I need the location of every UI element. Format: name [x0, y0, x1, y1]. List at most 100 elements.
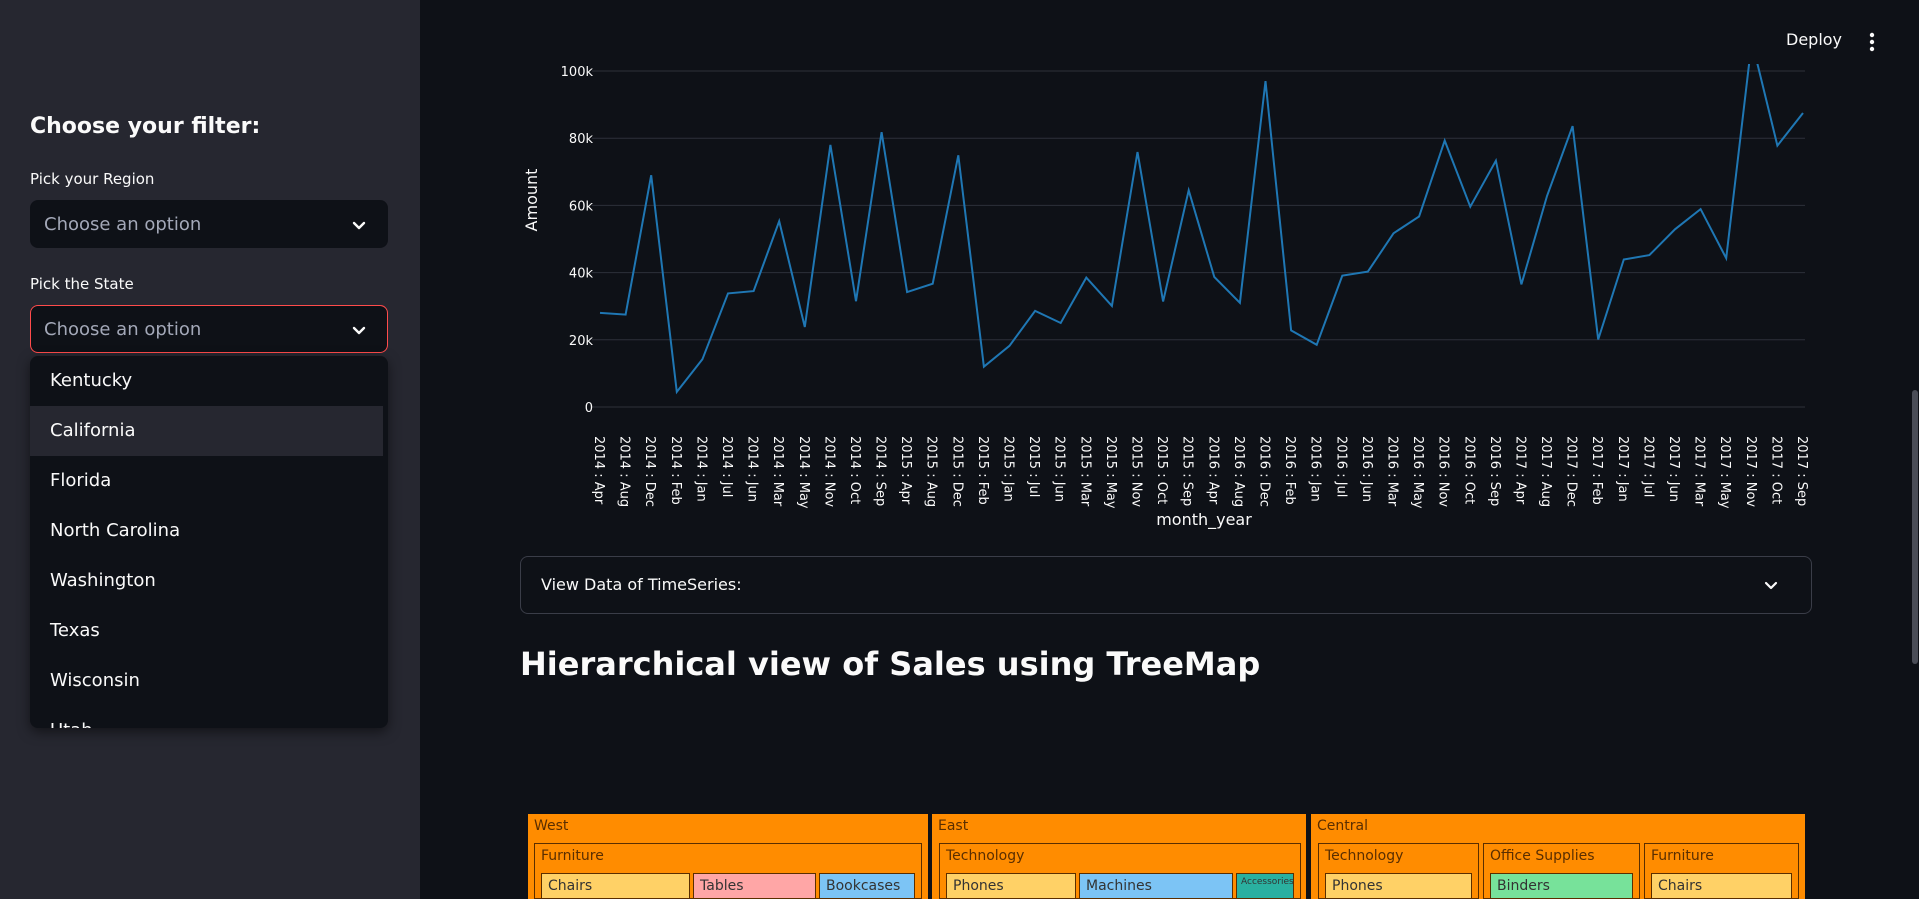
x-tick-label: 2017 : Sep: [1794, 436, 1809, 506]
y-tick-label: 40k: [569, 267, 594, 282]
chevron-down-icon[interactable]: [1761, 575, 1781, 595]
series-line: [599, 64, 1804, 395]
x-tick-label: 2016 : Aug: [1231, 436, 1246, 507]
treemap-category-label: Technology: [946, 848, 1025, 864]
section-title: Hierarchical view of Sales using TreeMap: [520, 645, 1261, 683]
x-tick-label: 2016 : Dec: [1256, 436, 1271, 507]
x-tick-label: 2015 : Jul: [1026, 436, 1041, 497]
state-option[interactable]: Kentucky: [50, 370, 133, 391]
x-tick-label: 2014 : Oct: [847, 436, 862, 504]
state-option[interactable]: North Carolina: [50, 520, 181, 541]
y-tick-label: 80k: [569, 132, 594, 147]
x-tick-label: 2017 : Oct: [1768, 436, 1783, 504]
treemap-region-label: Central: [1317, 818, 1368, 834]
treemap-leaf-label: Phones: [1332, 878, 1383, 894]
treemap-category-label: Furniture: [541, 848, 604, 864]
x-tick-label: 2017 : Jun: [1666, 436, 1681, 502]
x-tick-label: 2014 : Feb: [668, 436, 683, 505]
x-tick-label: 2017 : Mar: [1692, 436, 1707, 507]
sidebar: Choose your filter: Pick your Region Cho…: [0, 0, 420, 899]
state-placeholder: Choose an option: [44, 319, 202, 340]
x-tick-label: 2017 : Nov: [1743, 436, 1758, 507]
x-tick-label: 2016 : Jul: [1333, 436, 1348, 497]
x-tick-label: 2014 : May: [796, 436, 811, 509]
state-select[interactable]: Choose an option: [30, 305, 388, 353]
x-tick-label: 2016 : Oct: [1461, 436, 1476, 504]
x-tick-label: 2017 : Dec: [1564, 436, 1579, 507]
deploy-button[interactable]: Deploy: [1786, 30, 1843, 49]
chevron-down-icon[interactable]: [349, 320, 369, 340]
treemap-leaf[interactable]: Binders: [1490, 873, 1633, 899]
expander-label: View Data of TimeSeries:: [541, 575, 742, 594]
x-tick-label: 2015 : Jan: [1001, 436, 1016, 502]
x-tick-label: 2014 : Dec: [642, 436, 657, 507]
x-tick-label: 2017 : Jan: [1615, 436, 1630, 502]
treemap-leaf-label: Phones: [953, 878, 1004, 894]
x-tick-label: 2017 : Apr: [1512, 436, 1527, 505]
treemap-leaf[interactable]: Phones: [1325, 873, 1472, 899]
timeseries-line-chart: 0 20k 40k 60k 80k 100k 2014 : Apr 2014 : Aug 20…: [522, 64, 1809, 530]
treemap-leaf[interactable]: Tables: [693, 873, 816, 899]
x-tick-label: 2014 : Sep: [873, 436, 888, 506]
x-tick-label: 2014 : Nov: [821, 436, 836, 507]
x-tick-label: 2016 : Mar: [1384, 436, 1399, 507]
treemap-leaf[interactable]: Bookcases: [819, 873, 915, 899]
sidebar-title: Choose your filter:: [30, 114, 261, 139]
state-option[interactable]: Texas: [50, 620, 100, 641]
region-placeholder: Choose an option: [44, 214, 202, 235]
state-option[interactable]: Washington: [50, 570, 156, 591]
x-tick-label: 2015 : Jun: [1052, 436, 1067, 502]
x-tick-label: 2016 : Feb: [1282, 436, 1297, 505]
state-dropdown-list: Kentucky California Florida North Caroli…: [30, 356, 388, 728]
treemap-leaf[interactable]: Machines: [1079, 873, 1233, 899]
treemap-leaf[interactable]: Chairs: [1651, 873, 1792, 899]
x-tick-label: 2014 : Jan: [693, 436, 708, 502]
region-label: Pick your Region: [30, 170, 155, 188]
x-tick-label: 2015 : Nov: [1129, 436, 1144, 507]
x-tick-label: 2016 : Jun: [1359, 436, 1374, 502]
x-tick-label: 2014 : Apr: [591, 436, 606, 505]
x-tick-label: 2016 : May: [1410, 436, 1425, 509]
state-label: Pick the State: [30, 275, 134, 293]
x-tick-label: 2014 : Jun: [745, 436, 760, 502]
state-option[interactable]: Utah: [30, 706, 383, 728]
treemap-category-label: Technology: [1325, 848, 1404, 864]
state-option[interactable]: Wisconsin: [50, 670, 140, 691]
treemap-leaf-label: Chairs: [548, 878, 593, 894]
treemap-category-label: Furniture: [1651, 848, 1714, 864]
x-tick-label: 2016 : Nov: [1436, 436, 1451, 507]
treemap-leaf[interactable]: Chairs: [541, 873, 690, 899]
timeseries-data-expander[interactable]: View Data of TimeSeries:: [520, 556, 1812, 614]
chevron-down-icon[interactable]: [349, 215, 369, 235]
x-tick-label: 2016 : Sep: [1487, 436, 1502, 506]
x-tick-label: 2015 : Mar: [1077, 436, 1092, 507]
region-select[interactable]: Choose an option: [30, 200, 388, 248]
more-menu-icon[interactable]: [1862, 31, 1882, 53]
y-tick-label: 100k: [561, 65, 594, 80]
x-tick-label: 2015 : Dec: [949, 436, 964, 507]
y-tick-label: 20k: [569, 334, 594, 349]
treemap-leaf-label: Bookcases: [826, 878, 901, 894]
x-axis-label: month_year: [1156, 510, 1252, 530]
y-tick-label: 0: [585, 401, 593, 416]
x-tick-label: 2016 : Apr: [1205, 436, 1220, 505]
y-tick-label: 60k: [569, 199, 594, 214]
treemap-leaf-label: Binders: [1497, 878, 1550, 894]
x-tick-label: 2014 : Mar: [770, 436, 785, 507]
treemap-leaf-label: Chairs: [1658, 878, 1703, 894]
treemap-leaf-label: Accessories: [1241, 877, 1294, 887]
x-tick-label: 2017 : Jul: [1640, 436, 1655, 497]
state-option[interactable]: Florida: [50, 470, 112, 491]
state-option-highlighted[interactable]: California: [30, 406, 383, 456]
treemap-leaf[interactable]: Accessories: [1236, 873, 1294, 899]
x-tick-label: 2014 : Aug: [617, 436, 632, 507]
treemap-leaf[interactable]: Phones: [946, 873, 1076, 899]
treemap-leaf-label: Machines: [1086, 878, 1152, 894]
x-tick-label: 2015 : Sep: [1180, 436, 1195, 506]
x-tick-label: 2017 : Aug: [1538, 436, 1553, 507]
x-tick-label: 2016 : Jan: [1308, 436, 1323, 502]
page-scrollbar[interactable]: [1912, 390, 1918, 664]
treemap-category-label: Office Supplies: [1490, 848, 1595, 864]
y-axis-label: Amount: [522, 169, 541, 232]
x-tick-label: 2015 : May: [1103, 436, 1118, 509]
